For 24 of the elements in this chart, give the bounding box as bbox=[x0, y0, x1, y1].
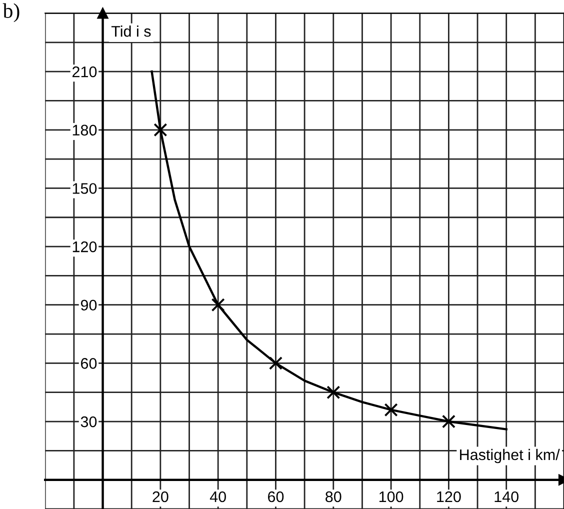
point bbox=[154, 123, 168, 137]
x-tick-label: 40 bbox=[210, 491, 226, 502]
x-tick-label: 80 bbox=[326, 491, 342, 502]
x-tick-label: 20 bbox=[152, 491, 168, 502]
x-tick-label: 100 bbox=[379, 491, 404, 502]
text: b) bbox=[2, 3, 20, 22]
y-axis-title: Tid i s bbox=[111, 26, 151, 37]
point bbox=[384, 403, 398, 417]
y-tick-label: 120 bbox=[72, 241, 97, 252]
y-tick-label: 150 bbox=[72, 183, 97, 194]
y-tick-label: 210 bbox=[72, 66, 97, 78]
x-tick-label: 60 bbox=[268, 491, 284, 502]
point bbox=[211, 298, 225, 312]
point bbox=[268, 356, 283, 370]
x-axis-title: Hastighet i km/ bbox=[460, 448, 560, 464]
point bbox=[442, 414, 456, 428]
line-series bbox=[150, 70, 508, 430]
point bbox=[326, 386, 340, 400]
y-tick-label: 60 bbox=[81, 358, 97, 369]
y-tick-label: 180 bbox=[72, 124, 97, 136]
y-tick-label: 30 bbox=[80, 416, 97, 428]
y-tick-label: 90 bbox=[80, 300, 97, 311]
x-tick-label: 140 bbox=[494, 491, 518, 502]
x-tick-label: 120 bbox=[437, 491, 461, 502]
